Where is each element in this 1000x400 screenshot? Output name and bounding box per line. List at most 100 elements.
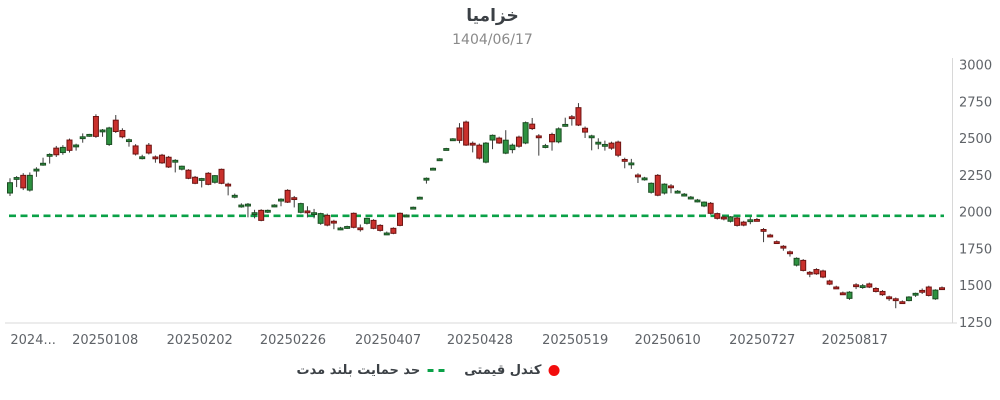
candle-up — [86, 133, 93, 137]
candle-down — [734, 217, 741, 226]
candle-up — [846, 291, 853, 299]
chart-title: خزامیا — [466, 6, 519, 26]
candle-down — [20, 174, 27, 189]
candle-down — [529, 123, 536, 130]
candle-down — [615, 141, 622, 156]
candle-up — [595, 141, 602, 145]
candle-up — [251, 212, 258, 216]
candle-down — [872, 288, 879, 292]
candle-down — [66, 139, 73, 151]
candle-down — [396, 212, 403, 226]
candle-down — [159, 154, 166, 164]
candle-up — [139, 156, 146, 160]
candle-up — [562, 123, 569, 127]
candle-up — [59, 146, 66, 154]
candle-down — [324, 214, 331, 226]
candle-down — [839, 292, 846, 296]
chart-header: خزامیا 1404/06/17 — [0, 5, 985, 50]
candle-down — [760, 229, 767, 232]
candle-down — [853, 284, 860, 288]
x-tick-label: 20250226 — [260, 333, 326, 348]
x-tick-label: 20250407 — [355, 333, 421, 348]
candle-down — [218, 168, 225, 184]
candle-up — [489, 134, 496, 141]
candle-up — [694, 199, 701, 203]
candle-down — [132, 145, 139, 155]
candle-up — [905, 296, 912, 302]
candle-up — [337, 227, 344, 231]
candle-down — [800, 259, 807, 271]
candle-up — [932, 289, 939, 300]
candle-down — [753, 219, 760, 222]
candle-down — [773, 241, 780, 245]
candle-up — [211, 175, 218, 183]
candle-down — [463, 121, 470, 146]
candle-down — [939, 287, 946, 291]
candle-up — [443, 148, 450, 151]
candle-up — [502, 139, 509, 154]
candle-up — [701, 201, 708, 207]
candle-up — [311, 212, 318, 216]
candle-down — [654, 174, 661, 196]
candle-up — [7, 182, 13, 194]
candle-up — [278, 198, 285, 202]
candle-down — [92, 116, 99, 137]
candle-up — [509, 144, 516, 151]
candle-down — [575, 107, 582, 126]
candle-down — [892, 298, 899, 302]
candle-down — [350, 212, 357, 228]
candle-down — [879, 290, 886, 296]
candle-down — [608, 142, 615, 149]
candle-down — [284, 189, 291, 203]
candle-down — [456, 127, 463, 141]
candle-down — [377, 224, 384, 231]
candle-down — [720, 216, 727, 220]
legend-candle-label: کندل قیمتی — [464, 363, 542, 378]
candle-down — [780, 245, 787, 249]
candle-down — [119, 129, 126, 138]
candle-up — [40, 162, 47, 166]
candle-up — [297, 203, 304, 213]
candle-down — [668, 185, 674, 189]
candle-down — [390, 227, 397, 234]
candle-up — [383, 232, 390, 236]
candle-down — [714, 213, 721, 219]
candle-down — [304, 210, 311, 214]
candle-up — [231, 194, 238, 198]
candle-up — [912, 292, 919, 296]
candle-down — [515, 136, 522, 147]
candle-up — [33, 168, 40, 172]
candle-down — [806, 271, 813, 275]
candle-down — [707, 202, 714, 214]
candle-down — [258, 209, 265, 221]
y-tick-label: 1750 — [959, 242, 992, 257]
y-tick-label: 1500 — [959, 279, 992, 294]
candle-down — [535, 135, 542, 139]
candle-up — [793, 257, 800, 266]
x-tick-label: 20250817 — [822, 333, 888, 348]
candle-up — [344, 226, 351, 229]
candle-up — [264, 209, 271, 213]
candle-up — [410, 206, 417, 210]
y-tick-label: 2000 — [959, 206, 992, 221]
candle-up — [588, 135, 595, 139]
candle-down — [786, 251, 793, 255]
candle-down — [53, 147, 60, 156]
candle-up — [363, 217, 370, 224]
axes-frame — [5, 58, 957, 324]
candle-down — [330, 220, 337, 224]
candle-down — [145, 144, 152, 154]
x-tick-label: 20250202 — [167, 333, 233, 348]
candle-down — [192, 176, 199, 184]
candle-up — [271, 204, 278, 208]
legend-red-dot-icon — [548, 365, 560, 376]
candles-layer — [7, 103, 946, 309]
candle-up — [178, 165, 185, 170]
candle-down — [833, 286, 840, 290]
candle-down — [919, 289, 926, 293]
candle-down — [621, 158, 628, 162]
candle-up — [13, 177, 20, 180]
y-axis: 3000 2750 2500 2250 2000 1750 1500 1250 — [959, 59, 992, 332]
